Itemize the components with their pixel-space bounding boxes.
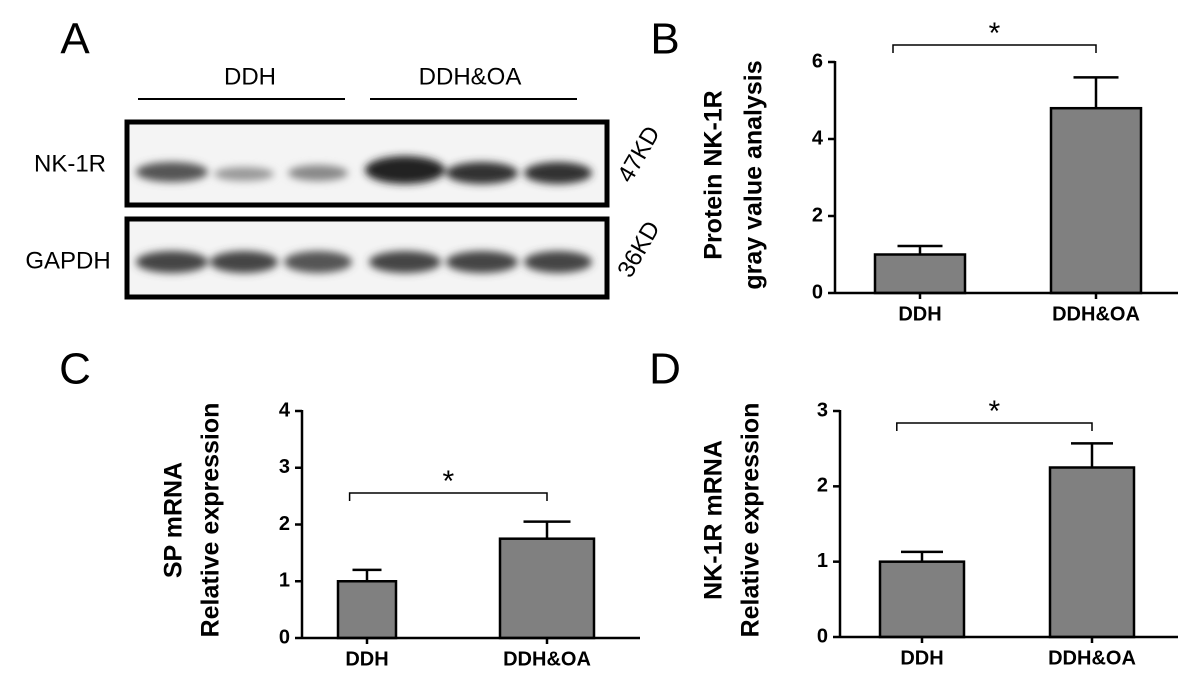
y-axis-label: Relative expression bbox=[197, 403, 225, 638]
y-tick-label: 0 bbox=[279, 626, 290, 648]
blot-image bbox=[124, 119, 610, 300]
group-label: DDH bbox=[224, 63, 276, 90]
y-axis-label: SP mRNA bbox=[160, 462, 188, 578]
y-tick-label: 2 bbox=[279, 513, 290, 535]
x-tick-label: DDH bbox=[898, 303, 941, 325]
row-label: GAPDH bbox=[25, 247, 110, 274]
y-tick-label: 1 bbox=[279, 570, 290, 592]
y-tick-label: 3 bbox=[817, 399, 828, 421]
significance-bracket bbox=[896, 422, 1093, 431]
y-axis-label: Relative expression bbox=[737, 403, 765, 638]
significance-label: * bbox=[442, 465, 454, 498]
significance-bracket bbox=[348, 492, 548, 501]
bar bbox=[498, 537, 596, 640]
bar bbox=[336, 580, 398, 640]
size-label: 36KD bbox=[612, 217, 665, 283]
y-tick-label: 2 bbox=[812, 204, 823, 226]
y-tick-label: 6 bbox=[812, 50, 823, 72]
panel-label: B bbox=[650, 15, 679, 64]
bar bbox=[1049, 106, 1143, 295]
bar bbox=[878, 560, 966, 639]
group-label: DDH&OA bbox=[419, 63, 522, 90]
x-tick-label: DDH&OA bbox=[1048, 647, 1136, 669]
y-tick-label: 0 bbox=[817, 625, 828, 647]
x-tick-label: DDH bbox=[900, 647, 943, 669]
significance-bracket bbox=[892, 44, 1097, 53]
row-label: NK-1R bbox=[34, 150, 106, 177]
panel-label: D bbox=[649, 345, 681, 394]
y-tick-label: 0 bbox=[812, 281, 823, 303]
y-tick-label: 2 bbox=[817, 475, 828, 497]
x-tick-label: DDH&OA bbox=[503, 648, 591, 670]
y-tick-label: 4 bbox=[279, 399, 291, 421]
y-axis-label: NK-1R mRNA bbox=[700, 440, 728, 600]
y-axis-label: Protein NK-1R bbox=[700, 90, 728, 259]
panel-label: C bbox=[59, 345, 91, 394]
y-tick-label: 1 bbox=[817, 550, 828, 572]
y-tick-label: 3 bbox=[279, 456, 290, 478]
x-tick-label: DDH&OA bbox=[1052, 303, 1140, 325]
bar bbox=[1048, 466, 1136, 639]
size-label: 47KD bbox=[612, 122, 665, 188]
significance-label: * bbox=[989, 17, 1001, 50]
x-tick-label: DDH bbox=[345, 648, 388, 670]
panel-label: A bbox=[60, 15, 90, 64]
y-tick-label: 4 bbox=[812, 127, 824, 149]
bar bbox=[873, 253, 967, 295]
y-axis-label: gray value analysis bbox=[740, 60, 768, 289]
significance-label: * bbox=[989, 395, 1001, 428]
